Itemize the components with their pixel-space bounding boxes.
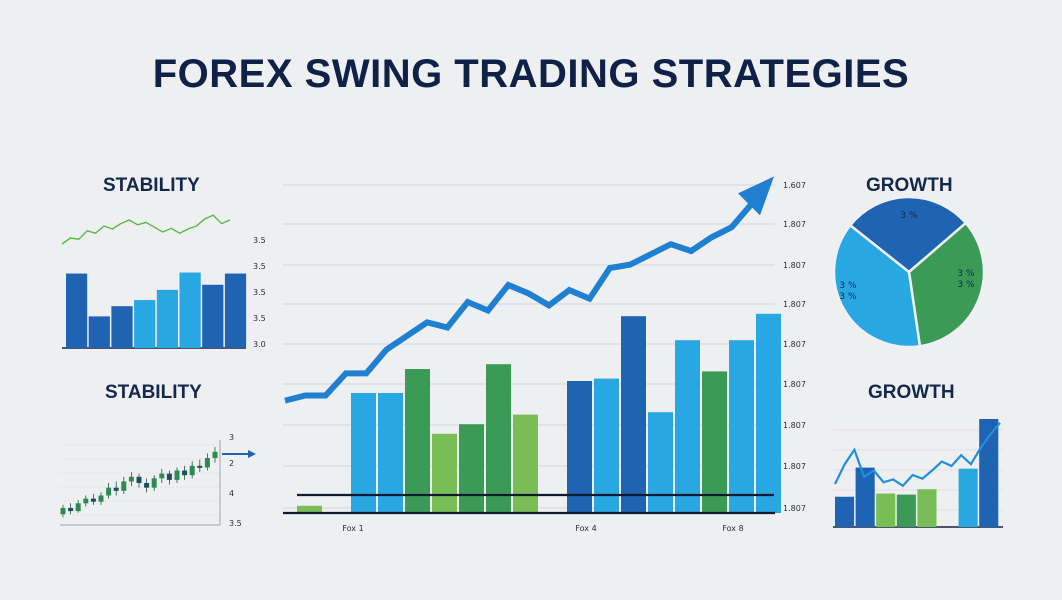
candle-body — [136, 476, 142, 483]
x-tick-label: Fox 4 — [575, 524, 596, 533]
bar — [917, 489, 937, 527]
candle-body — [128, 476, 134, 482]
bar — [513, 414, 538, 513]
stability-label-1: STABILITY — [103, 175, 200, 196]
bar — [486, 364, 511, 513]
trend-line — [834, 422, 1001, 488]
bar — [675, 340, 700, 513]
bar — [179, 272, 201, 348]
candle-body — [121, 481, 127, 491]
y-tick-label: 3.5 — [253, 288, 266, 297]
bar — [621, 316, 646, 513]
bar — [156, 289, 178, 348]
pie-slice — [907, 221, 986, 348]
pie-slice-label: 3 % — [957, 269, 975, 279]
bar — [134, 300, 156, 348]
pie-slice-label: 3 % — [839, 281, 857, 291]
bar — [876, 493, 896, 527]
bar — [202, 284, 224, 348]
y-tick-label: 4 — [229, 489, 234, 498]
x-tick-label: Fox 1 — [342, 524, 363, 533]
candle-body — [197, 465, 203, 468]
bar — [432, 433, 457, 513]
growth-label-1: GROWTH — [866, 175, 953, 196]
bar — [378, 393, 403, 513]
trend-line — [284, 201, 755, 404]
stability-label-2: STABILITY — [105, 382, 202, 403]
candle-body — [83, 498, 89, 504]
growth-label-2: GROWTH — [868, 382, 955, 403]
y-tick-label: 1.807 — [783, 421, 806, 430]
bar — [835, 496, 855, 527]
candle-body — [204, 458, 210, 468]
arrow-head — [248, 450, 256, 458]
bar — [459, 424, 484, 513]
pie-slice — [848, 195, 968, 274]
pie-slice-label: 3 % — [900, 211, 918, 221]
candle-body — [90, 498, 96, 502]
y-tick-label: 2 — [229, 459, 234, 468]
page-title: FOREX SWING TRADING STRATEGIES — [152, 52, 910, 96]
bar — [405, 369, 430, 513]
candle-body — [166, 473, 172, 480]
bar — [111, 306, 133, 348]
candle-body — [75, 503, 81, 512]
y-tick-label: 3 — [229, 433, 234, 442]
y-tick-label: 1.807 — [783, 462, 806, 471]
candle-body — [68, 507, 74, 512]
y-tick-label: 1.807 — [783, 504, 806, 513]
y-tick-label: 1.807 — [783, 340, 806, 349]
y-tick-label: 1.607 — [783, 181, 806, 190]
bar — [702, 371, 727, 513]
candle-body — [174, 470, 180, 480]
candle-body — [212, 451, 218, 459]
bar — [297, 505, 322, 513]
bar — [756, 313, 781, 513]
bar — [88, 316, 110, 348]
candle-body — [98, 495, 104, 502]
candle-body — [189, 465, 195, 476]
y-tick-label: 3.5 — [253, 314, 266, 323]
bar — [224, 273, 247, 348]
pie-slice-label: 3 % — [839, 292, 857, 302]
candle-body — [113, 487, 119, 491]
bar — [729, 340, 754, 513]
bar — [594, 378, 619, 513]
pie-slice — [832, 223, 922, 349]
candle-body — [144, 483, 150, 488]
bar — [958, 468, 978, 527]
y-tick-label: 3.5 — [229, 519, 242, 528]
bar — [648, 412, 673, 513]
bar — [351, 393, 376, 513]
bar — [567, 381, 592, 513]
trend-line — [61, 214, 231, 245]
y-tick-label: 1.807 — [783, 261, 806, 270]
bar — [855, 467, 875, 527]
bar — [66, 273, 88, 348]
y-tick-label: 3.0 — [253, 340, 266, 349]
pie-slice-label: 3 % — [957, 280, 975, 290]
x-tick-label: Fox 8 — [722, 524, 743, 533]
candle-body — [182, 470, 188, 476]
y-tick-label: 3.5 — [253, 262, 266, 271]
bar — [979, 419, 999, 527]
trend-arrow-head — [738, 176, 774, 216]
candle-body — [60, 507, 66, 515]
bar — [896, 494, 916, 527]
y-tick-label: 3.5 — [253, 236, 266, 245]
candle-body — [106, 487, 112, 496]
y-tick-label: 1.807 — [783, 220, 806, 229]
candle-body — [159, 473, 165, 479]
candle-body — [151, 478, 157, 488]
y-tick-label: 1.807 — [783, 300, 806, 309]
y-tick-label: 1.807 — [783, 380, 806, 389]
